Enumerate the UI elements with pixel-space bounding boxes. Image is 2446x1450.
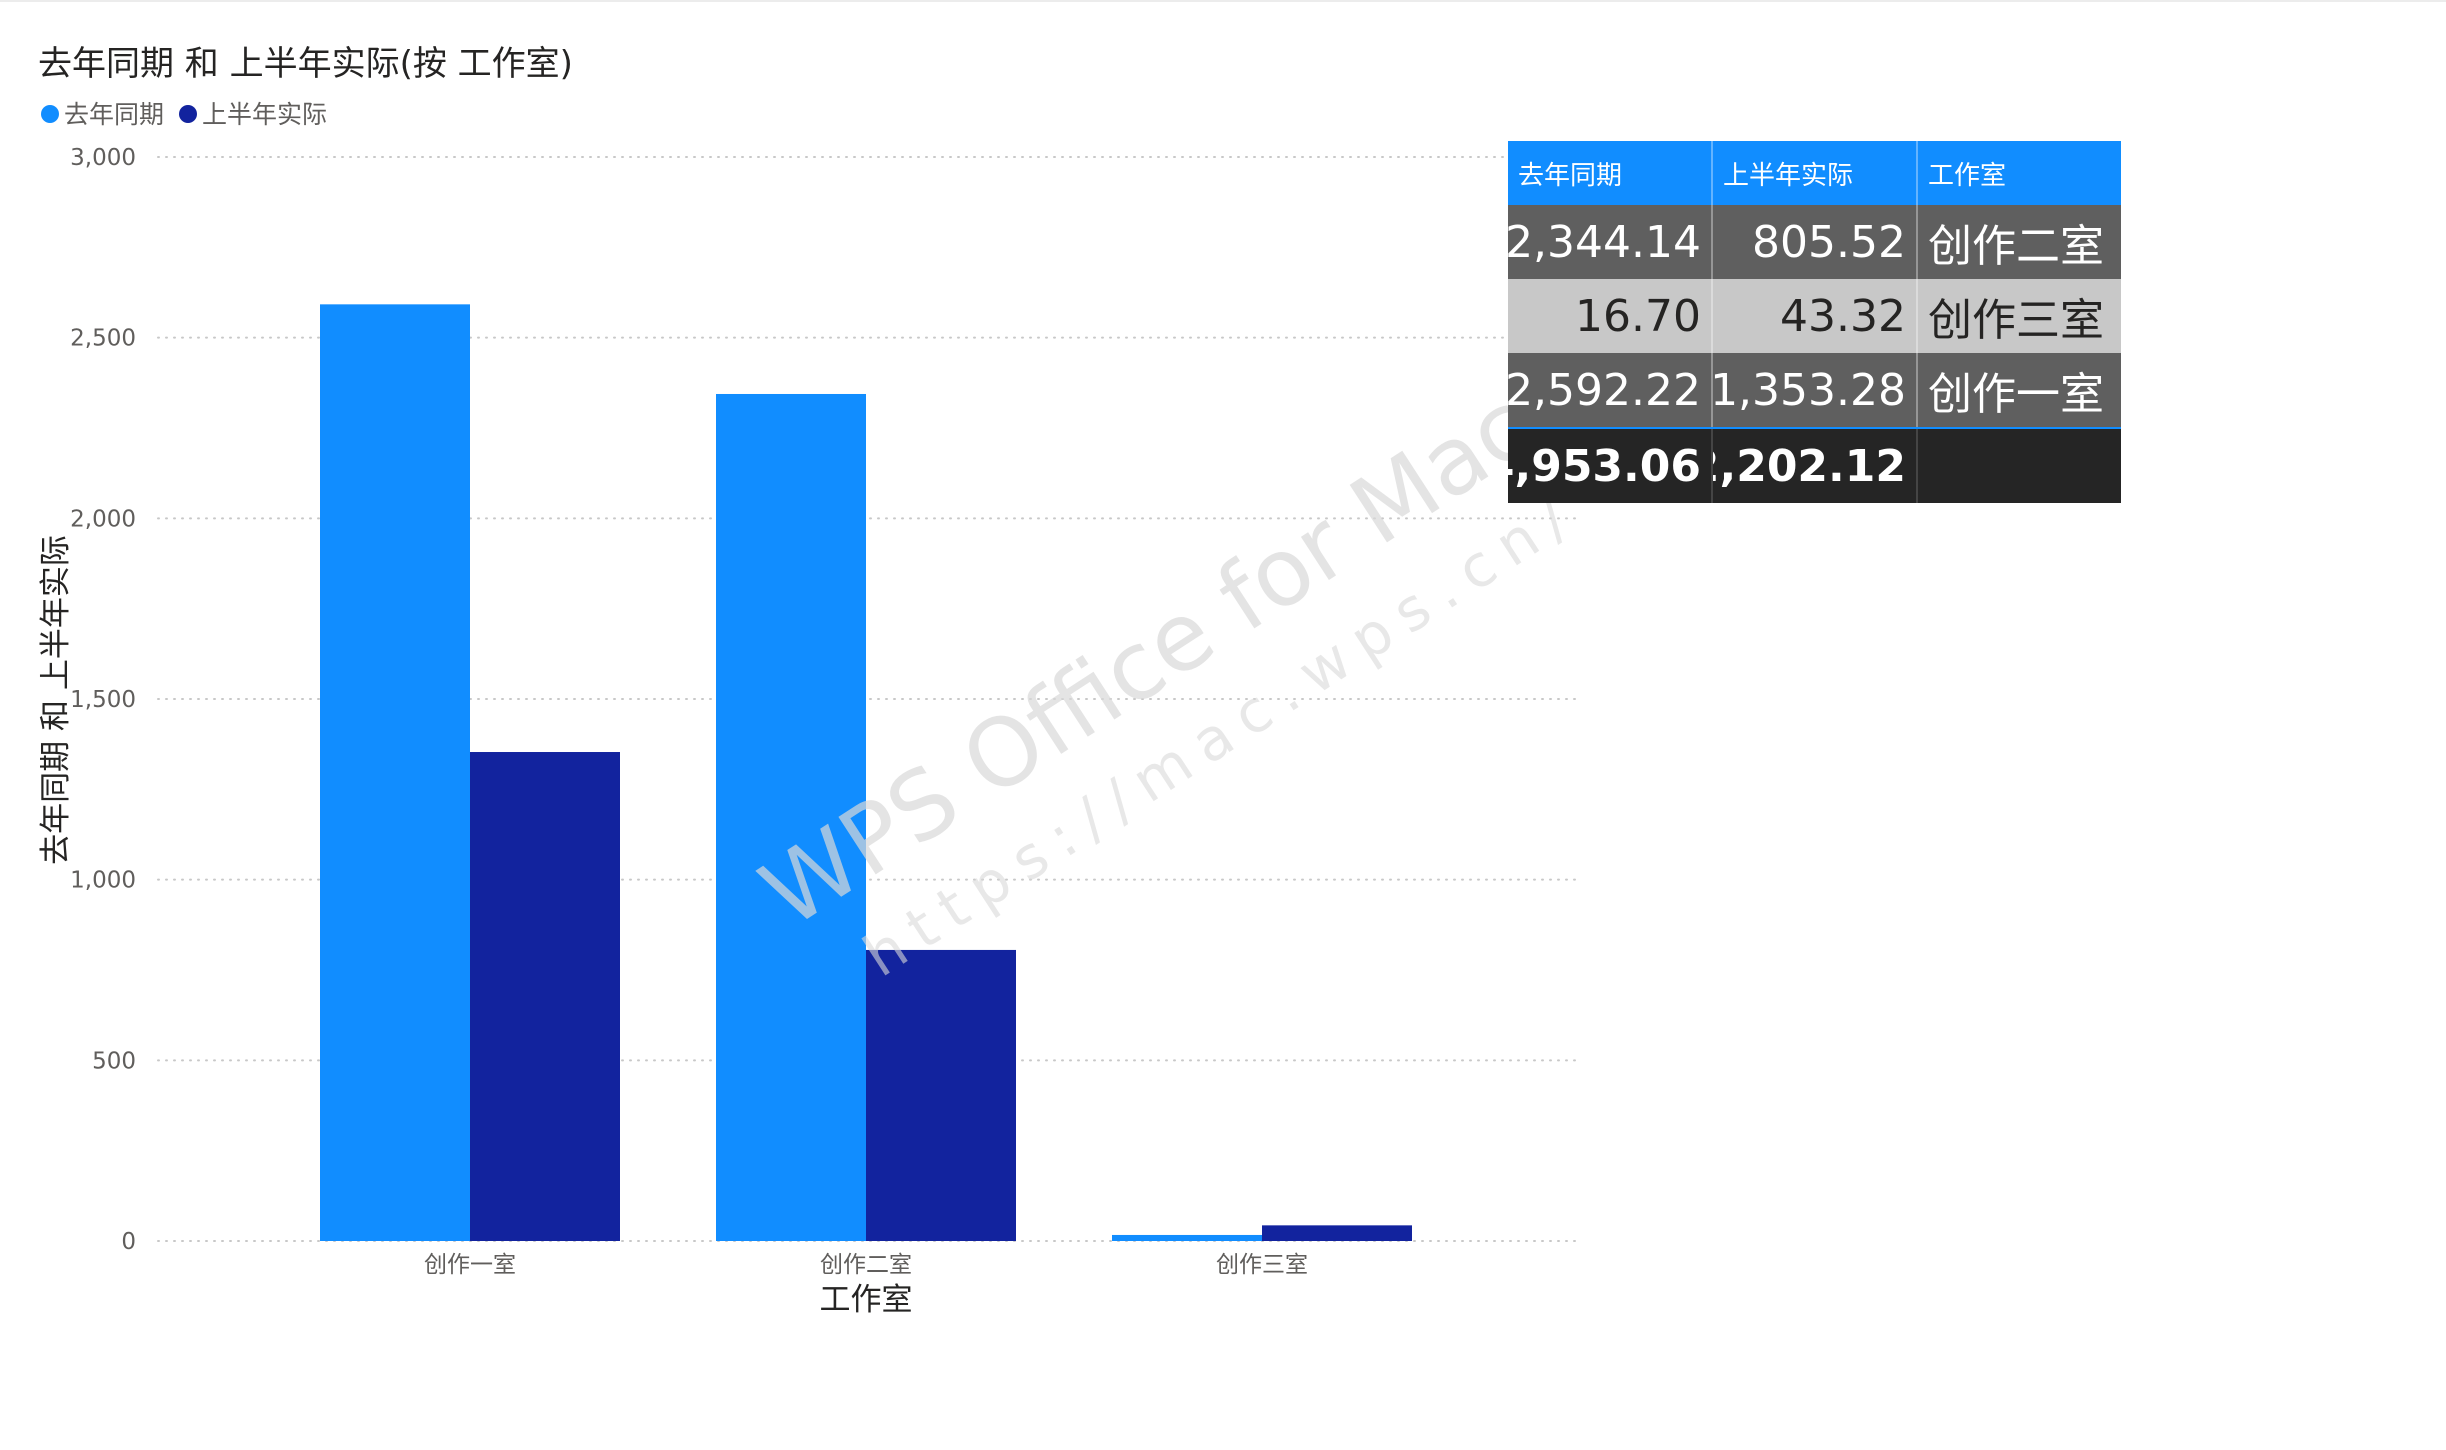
x-tick-label: 创作一室 — [424, 1252, 516, 1278]
table-cell-studio: 创作二室 — [1928, 221, 2104, 272]
y-axis-title: 去年同期 和 上半年实际 — [38, 535, 74, 865]
legend-label-actual: 上半年实际 — [202, 100, 327, 129]
table-cell-last-year: 16.70 — [1508, 279, 1713, 353]
legend-marker-actual — [179, 105, 197, 123]
bar-last-year[interactable] — [716, 393, 866, 1241]
legend: 去年同期 上半年实际 — [41, 100, 327, 129]
bar-actual[interactable] — [470, 752, 620, 1241]
table-total-studio — [1918, 429, 2121, 503]
y-tick-label: 2,000 — [70, 506, 136, 532]
table-cell-actual: 1,353.28 — [1713, 353, 1918, 427]
table-cell-last-year: 2,344.14 — [1508, 205, 1713, 279]
watermark: WPS Office for Mac https://mac.wps.cn/ — [743, 372, 1591, 990]
table-row: 2,592.22 1,353.28 创作一室 — [1508, 353, 2121, 427]
table-row: 16.70 43.32 创作三室 — [1508, 279, 2121, 353]
table-header-studio[interactable]: 工作室 — [1928, 160, 2007, 191]
y-tick-label: 0 — [121, 1229, 136, 1255]
table-cell-last-year: 2,592.22 — [1508, 353, 1713, 427]
chart-title: 去年同期 和 上半年实际(按 工作室) — [38, 44, 573, 84]
bar-actual[interactable] — [866, 949, 1016, 1241]
y-tick-label: 1,500 — [70, 687, 136, 713]
table-header-actual[interactable]: 上半年实际 — [1713, 141, 1918, 205]
table-cell-studio: 创作一室 — [1928, 369, 2104, 420]
table-total-last-year: 4,953.06 — [1508, 429, 1713, 503]
clustered-bar-chart: 去年同期 和 上半年实际(按 工作室) 去年同期 上半年实际 0 500 1,000… — [38, 44, 1591, 1318]
y-tick-label: 3,000 — [70, 145, 136, 171]
bar-actual[interactable] — [1262, 1225, 1412, 1241]
table-cell-studio: 创作三室 — [1928, 295, 2104, 346]
x-tick-label: 创作三室 — [1216, 1252, 1308, 1278]
bar-last-year[interactable] — [320, 304, 470, 1242]
x-axis-ticks: 创作一室 创作二室 创作三室 — [424, 1252, 1308, 1278]
table-total-actual: 2,202.12 — [1713, 429, 1918, 503]
bars — [320, 304, 1412, 1242]
table-total-row: 4,953.06 2,202.12 — [1508, 427, 2121, 503]
bar-last-year[interactable] — [1112, 1234, 1262, 1241]
table-header-last-year[interactable]: 去年同期 — [1508, 141, 1713, 205]
table-cell-actual: 43.32 — [1713, 279, 1918, 353]
x-axis-title: 工作室 — [820, 1282, 913, 1318]
y-tick-label: 2,500 — [70, 326, 136, 352]
legend-marker-last-year — [41, 105, 59, 123]
y-tick-label: 500 — [92, 1048, 136, 1074]
data-table: 去年同期 上半年实际 工作室 2,344.14 805.52 创作二室 16.7… — [1508, 141, 2121, 503]
x-tick-label: 创作二室 — [820, 1252, 912, 1278]
table-cell-actual: 805.52 — [1713, 205, 1918, 279]
top-border — [0, 0, 2446, 2]
table-row: 2,344.14 805.52 创作二室 — [1508, 205, 2121, 279]
y-axis-ticks: 0 500 1,000 1,500 2,000 2,500 3,000 — [70, 145, 136, 1255]
y-tick-label: 1,000 — [70, 868, 136, 894]
table-header-row: 去年同期 上半年实际 工作室 — [1508, 141, 2121, 205]
legend-label-last-year: 去年同期 — [64, 100, 164, 129]
